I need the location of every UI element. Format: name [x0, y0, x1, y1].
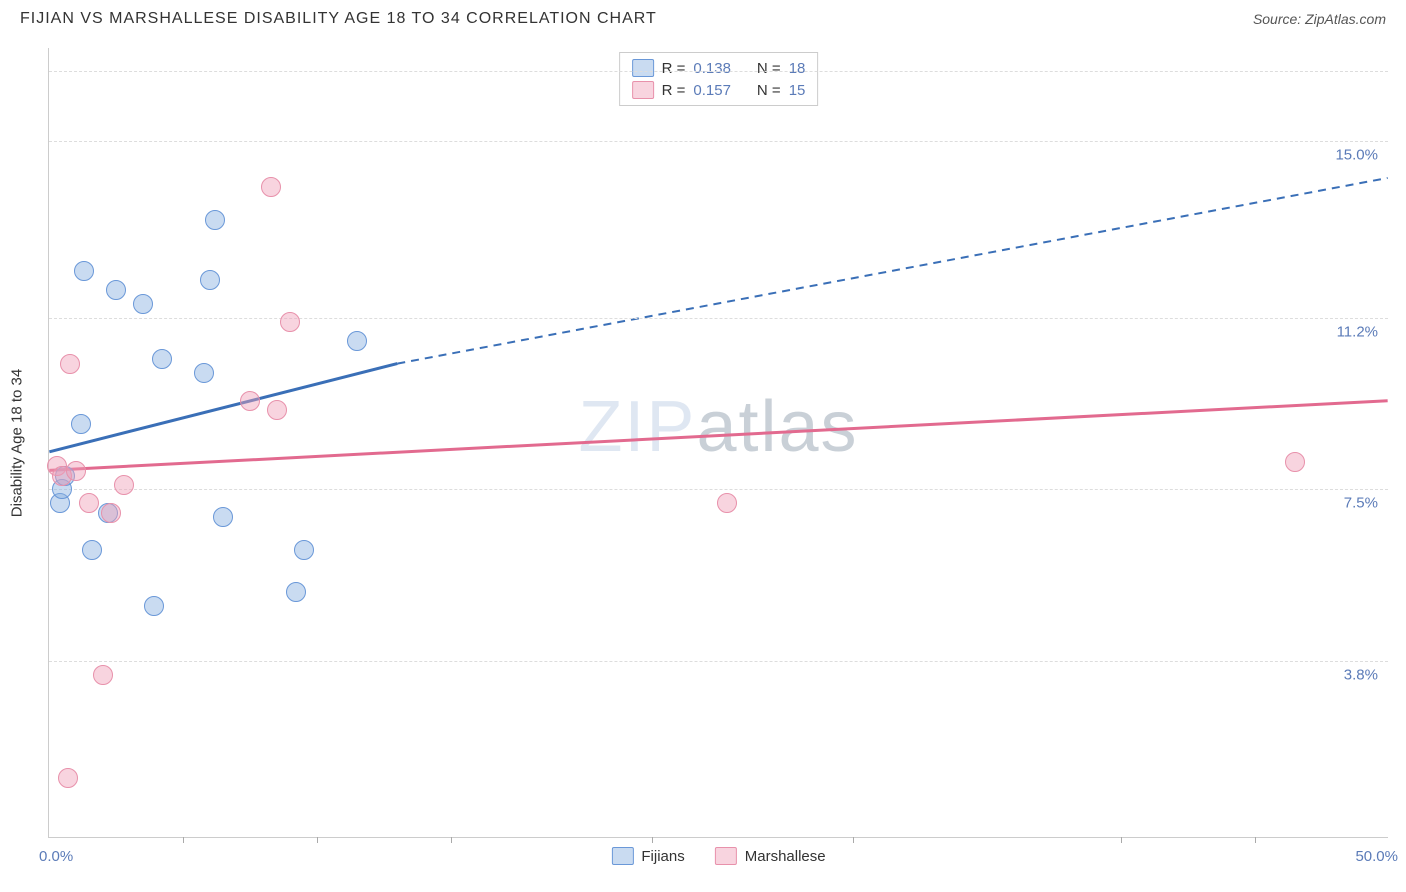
- legend-n-label: N =: [757, 82, 781, 99]
- data-point: [194, 363, 214, 383]
- legend-r-label: R =: [662, 60, 686, 77]
- data-point: [717, 493, 737, 513]
- data-point: [60, 354, 80, 374]
- legend-swatch-icon: [632, 59, 654, 77]
- data-point: [267, 400, 287, 420]
- data-point: [58, 768, 78, 788]
- y-tick-label: 15.0%: [1335, 146, 1378, 163]
- legend-series-name: Fijians: [641, 848, 684, 865]
- legend-series-item: Marshallese: [715, 847, 826, 865]
- x-tick: [317, 837, 318, 843]
- legend-series: Fijians Marshallese: [611, 847, 825, 865]
- data-point: [66, 461, 86, 481]
- gridline: [49, 318, 1388, 319]
- legend-r-value: 0.138: [693, 60, 731, 77]
- data-point: [280, 312, 300, 332]
- data-point: [114, 475, 134, 495]
- x-tick: [183, 837, 184, 843]
- legend-r-value: 0.157: [693, 82, 731, 99]
- x-tick: [853, 837, 854, 843]
- data-point: [205, 210, 225, 230]
- legend-swatch-icon: [715, 847, 737, 865]
- y-tick-label: 3.8%: [1344, 667, 1378, 684]
- data-point: [74, 261, 94, 281]
- trendlines-svg: [49, 48, 1388, 837]
- x-tick: [1121, 837, 1122, 843]
- legend-series-name: Marshallese: [745, 848, 826, 865]
- x-axis-max-label: 50.0%: [1355, 848, 1398, 865]
- legend-correlation-row: R = 0.138 N = 18: [632, 57, 806, 79]
- legend-swatch-icon: [611, 847, 633, 865]
- legend-correlation: R = 0.138 N = 18 R = 0.157 N = 15: [619, 52, 819, 106]
- data-point: [101, 503, 121, 523]
- data-point: [286, 582, 306, 602]
- y-axis-title: Disability Age 18 to 34: [9, 368, 26, 516]
- data-point: [1285, 452, 1305, 472]
- data-point: [347, 331, 367, 351]
- x-axis-min-label: 0.0%: [39, 848, 73, 865]
- data-point: [213, 507, 233, 527]
- y-tick-label: 7.5%: [1344, 495, 1378, 512]
- data-point: [82, 540, 102, 560]
- data-point: [294, 540, 314, 560]
- data-point: [144, 596, 164, 616]
- legend-series-item: Fijians: [611, 847, 684, 865]
- y-tick-label: 11.2%: [1337, 323, 1378, 340]
- data-point: [106, 280, 126, 300]
- source-credit: Source: ZipAtlas.com: [1253, 11, 1386, 27]
- gridline: [49, 141, 1388, 142]
- x-tick: [1255, 837, 1256, 843]
- data-point: [93, 665, 113, 685]
- data-point: [152, 349, 172, 369]
- data-point: [71, 414, 91, 434]
- watermark-text: ZIPatlas: [578, 386, 858, 468]
- x-tick: [451, 837, 452, 843]
- chart-title: FIJIAN VS MARSHALLESE DISABILITY AGE 18 …: [20, 10, 657, 28]
- legend-n-label: N =: [757, 60, 781, 77]
- data-point: [79, 493, 99, 513]
- legend-correlation-row: R = 0.157 N = 15: [632, 79, 806, 101]
- chart-plot-area: Disability Age 18 to 34 ZIPatlas R = 0.1…: [48, 48, 1388, 838]
- x-tick: [652, 837, 653, 843]
- chart-header: FIJIAN VS MARSHALLESE DISABILITY AGE 18 …: [0, 0, 1406, 33]
- data-point: [240, 391, 260, 411]
- legend-n-value: 18: [789, 60, 806, 77]
- gridline: [49, 489, 1388, 490]
- data-point: [200, 270, 220, 290]
- legend-swatch-icon: [632, 81, 654, 99]
- gridline: [49, 71, 1388, 72]
- legend-r-label: R =: [662, 82, 686, 99]
- legend-n-value: 15: [789, 82, 806, 99]
- data-point: [261, 177, 281, 197]
- data-point: [133, 294, 153, 314]
- gridline: [49, 661, 1388, 662]
